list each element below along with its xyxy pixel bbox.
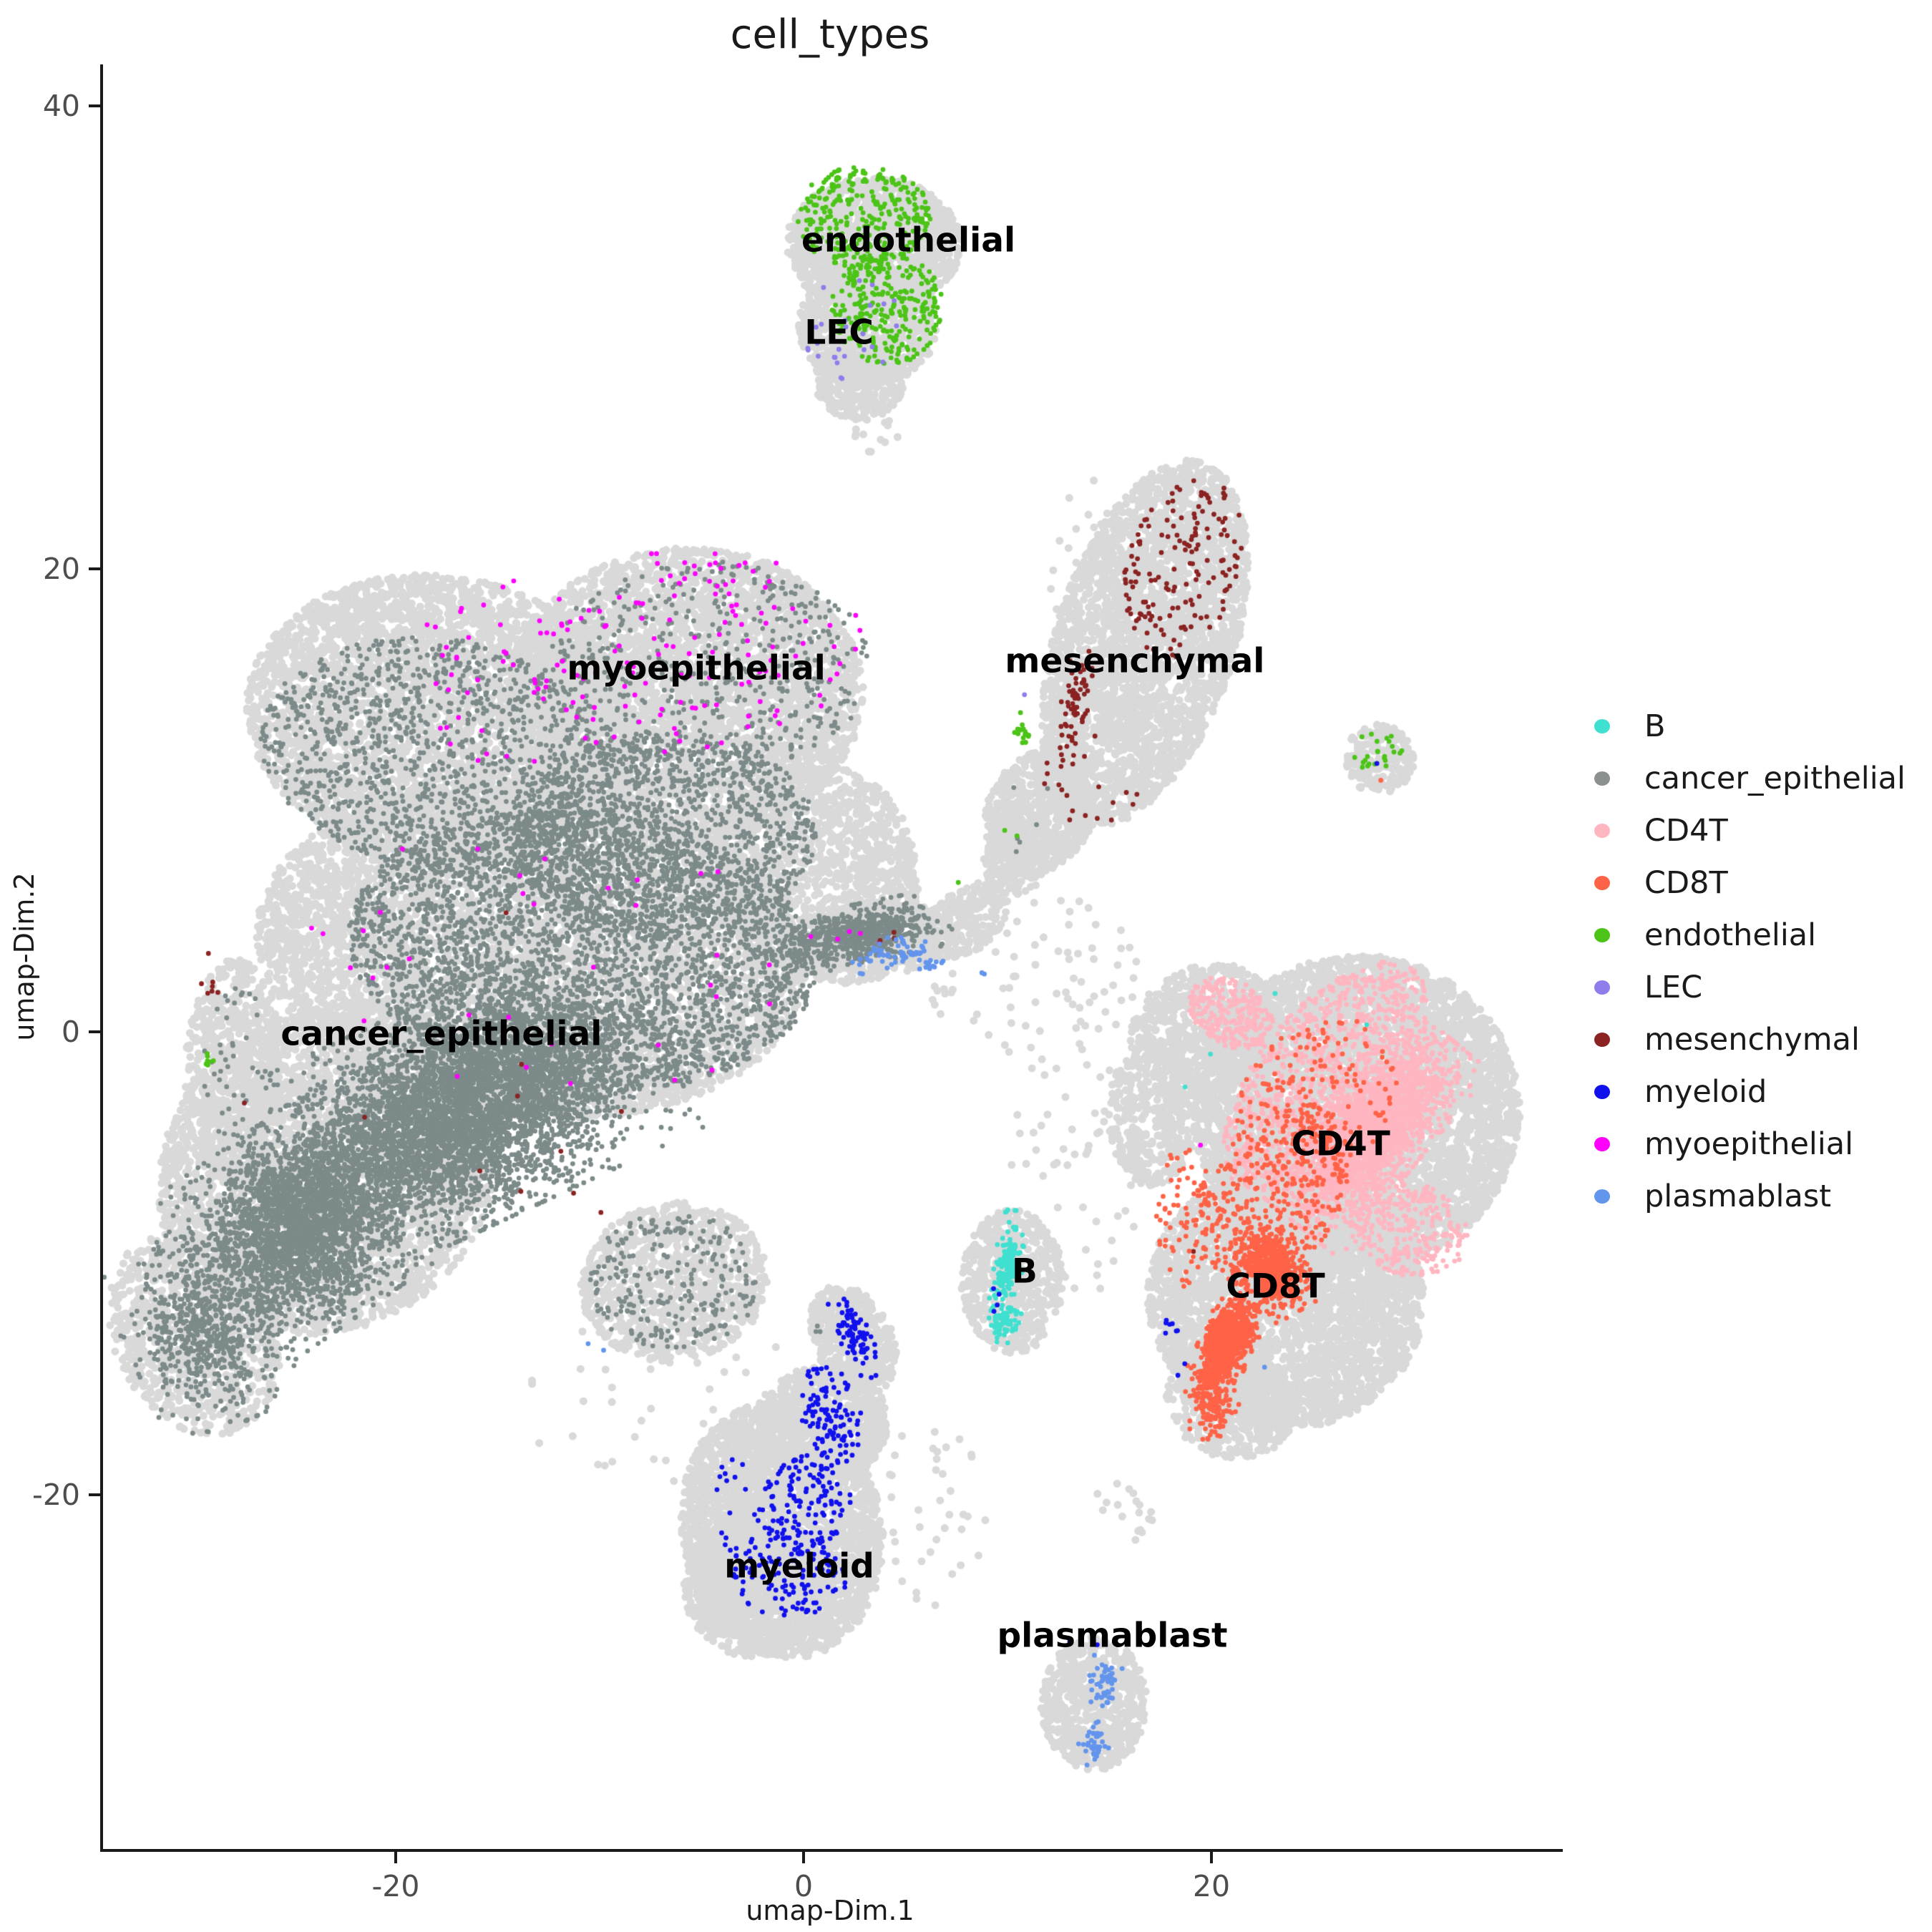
legend-label: B [1644,708,1666,744]
cluster-label-cancer_epithelial: cancer_epithelial [280,1014,602,1054]
legend-swatch [1594,1189,1610,1204]
cluster-label-plasmablast: plasmablast [997,1616,1228,1656]
x-tick-label: 20 [1192,1869,1231,1903]
legend-swatch [1594,1136,1610,1151]
y-tick-label: -20 [32,1478,80,1512]
x-tick-label: -20 [371,1869,420,1903]
legend-item-endothelial: endothelial [1579,909,1906,961]
legend-swatch [1594,1032,1610,1047]
umap-scatter-canvas [103,64,1563,1849]
cluster-label-CD4T: CD4T [1291,1124,1390,1164]
legend-label: cancer_epithelial [1644,760,1906,796]
legend-label: CD4T [1644,812,1728,849]
y-tick-label: 20 [42,552,80,586]
legend-item-B: B [1579,700,1906,752]
legend-label: mesenchymal [1644,1021,1860,1058]
legend-item-LEC: LEC [1579,961,1906,1013]
legend-label: endothelial [1644,917,1817,953]
cluster-label-myoepithelial: myoepithelial [567,648,826,688]
legend-item-CD8T: CD8T [1579,857,1906,909]
legend-swatch [1594,771,1610,786]
y-tick-label: 40 [42,89,80,123]
cluster-label-B: B [1012,1252,1038,1292]
y-tick [89,1493,100,1496]
cluster-label-mesenchymal: mesenchymal [1005,641,1265,681]
cluster-label-endothelial: endothelial [801,220,1016,260]
y-tick [89,104,100,107]
y-tick-label: 0 [61,1015,80,1049]
page-title: cell_types [730,11,930,58]
cluster-label-myeloid: myeloid [724,1546,874,1586]
x-tick [1210,1852,1213,1863]
legend-label: LEC [1644,969,1703,1005]
legend-swatch [1594,823,1610,838]
x-tick [802,1852,805,1863]
y-tick [89,567,100,570]
legend-item-mesenchymal: mesenchymal [1579,1013,1906,1065]
legend-swatch [1594,1084,1610,1099]
plot-panel: endothelial LEC myoepithelial mesenchymal ca… [100,64,1563,1852]
legend-label: CD8T [1644,864,1728,901]
legend-item-plasmablast: plasmablast [1579,1170,1906,1222]
legend-item-cancer_epithelial: cancer_epithelial [1579,752,1906,804]
legend-item-CD4T: CD4T [1579,804,1906,857]
legend-item-myeloid: myeloid [1579,1065,1906,1118]
legend-swatch [1594,927,1610,942]
x-tick [394,1852,397,1863]
legend-label: myeloid [1644,1073,1767,1110]
legend-label: plasmablast [1644,1178,1832,1214]
legend-swatch [1594,718,1610,733]
x-tick-label: 0 [794,1869,814,1903]
legend-label: myoepithelial [1644,1126,1854,1162]
legend-item-myoepithelial: myoepithelial [1579,1118,1906,1170]
legend-swatch [1594,875,1610,890]
legend-swatch [1594,980,1610,995]
x-axis-title: umap-Dim.1 [746,1895,914,1926]
y-tick [89,1030,100,1033]
cluster-label-CD8T: CD8T [1226,1267,1325,1307]
cluster-label-LEC: LEC [804,313,874,353]
